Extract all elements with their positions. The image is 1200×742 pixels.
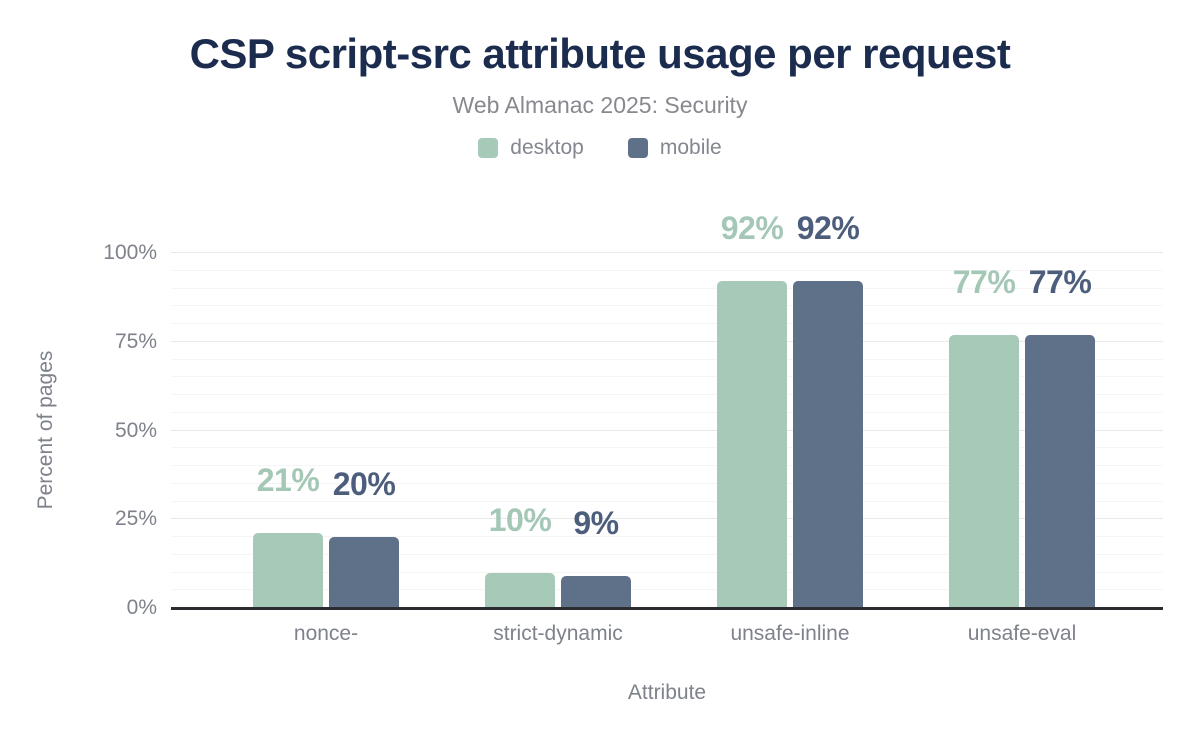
gridline-80 [171,323,1163,324]
gridline-40 [171,465,1163,466]
legend: desktop mobile [0,136,1200,160]
gridline-75 [171,340,1163,342]
gridline-65 [171,376,1163,378]
bar-group-unsafe-inline: 92% 92% [717,210,863,608]
gridline-25 [171,518,1163,520]
legend-item-mobile[interactable]: mobile [627,136,722,160]
gridline-70 [171,358,1163,360]
value-label-mobile-strict-dynamic: 9% [573,505,619,542]
gridline-35 [171,482,1163,484]
bar-desktop-nonce-[interactable] [253,533,323,608]
chart-title: CSP script-src attribute usage per reque… [189,30,1011,77]
x-axis-line [171,607,1163,610]
legend-item-desktop[interactable]: desktop [478,136,584,160]
y-axis-title: Percent of pages [34,350,57,510]
gridline-30 [171,500,1163,502]
value-label-mobile-unsafe-eval: 77% [1028,263,1092,300]
bar-group-unsafe-eval: 77% 77% [949,253,1095,608]
gridline-85 [171,305,1163,307]
ytick-label-50: 50% [114,418,157,442]
value-label-desktop-unsafe-inline: 92% [720,210,784,247]
bar-mobile-unsafe-inline[interactable] [793,281,863,608]
gridline-55 [171,411,1163,413]
bar-mobile-unsafe-eval[interactable] [1025,334,1095,608]
bar-group-strict-dynamic: 10% 9% [485,253,631,608]
gridline-15 [171,553,1163,555]
category-label-nonce-: nonce- [293,622,359,645]
ytick-label-100: 100% [103,241,157,264]
legend-label-mobile: mobile [659,136,722,159]
value-label-desktop-nonce-: 21% [256,462,320,499]
gridline-5 [171,589,1163,591]
value-label-mobile-unsafe-inline: 92% [796,210,860,247]
bar-desktop-unsafe-inline[interactable] [717,281,787,608]
bar-mobile-nonce-[interactable] [329,537,399,608]
legend-label-desktop: desktop [510,136,584,159]
category-label-strict-dynamic: strict-dynamic [493,622,623,645]
gridline-45 [171,447,1163,449]
gridline-60 [171,394,1163,395]
bar-desktop-strict-dynamic[interactable] [485,572,555,608]
bar-group-nonce-: 21% 20% [253,253,399,608]
x-axis-title: Attribute [627,681,707,704]
gridline-50 [171,429,1163,431]
value-label-desktop-unsafe-eval: 77% [952,263,1016,300]
category-label-unsafe-eval: unsafe-eval [967,622,1077,645]
legend-swatch-mobile [627,138,648,158]
plot-area: 0% 25% 50% 75% 100% 21% 20% nonce- 10% 9% strict-d… [103,210,1163,645]
ytick-label-25: 25% [114,507,157,531]
gridline-95 [171,269,1163,271]
category-label-unsafe-inline: unsafe-inline [730,622,850,645]
gridline-10 [171,571,1163,573]
bar-mobile-strict-dynamic[interactable] [561,576,631,608]
value-label-desktop-strict-dynamic: 10% [488,501,552,538]
gridline-100 [171,252,1163,253]
ytick-label-0: 0% [126,596,157,619]
gridline-90 [171,287,1163,289]
gridline-20 [171,536,1163,537]
ytick-label-75: 75% [114,329,157,353]
value-label-mobile-nonce-: 20% [332,466,396,502]
chart-subtitle: Web Almanac 2025: Security [452,92,748,118]
bar-desktop-unsafe-eval[interactable] [949,334,1019,608]
legend-swatch-desktop [478,138,499,158]
